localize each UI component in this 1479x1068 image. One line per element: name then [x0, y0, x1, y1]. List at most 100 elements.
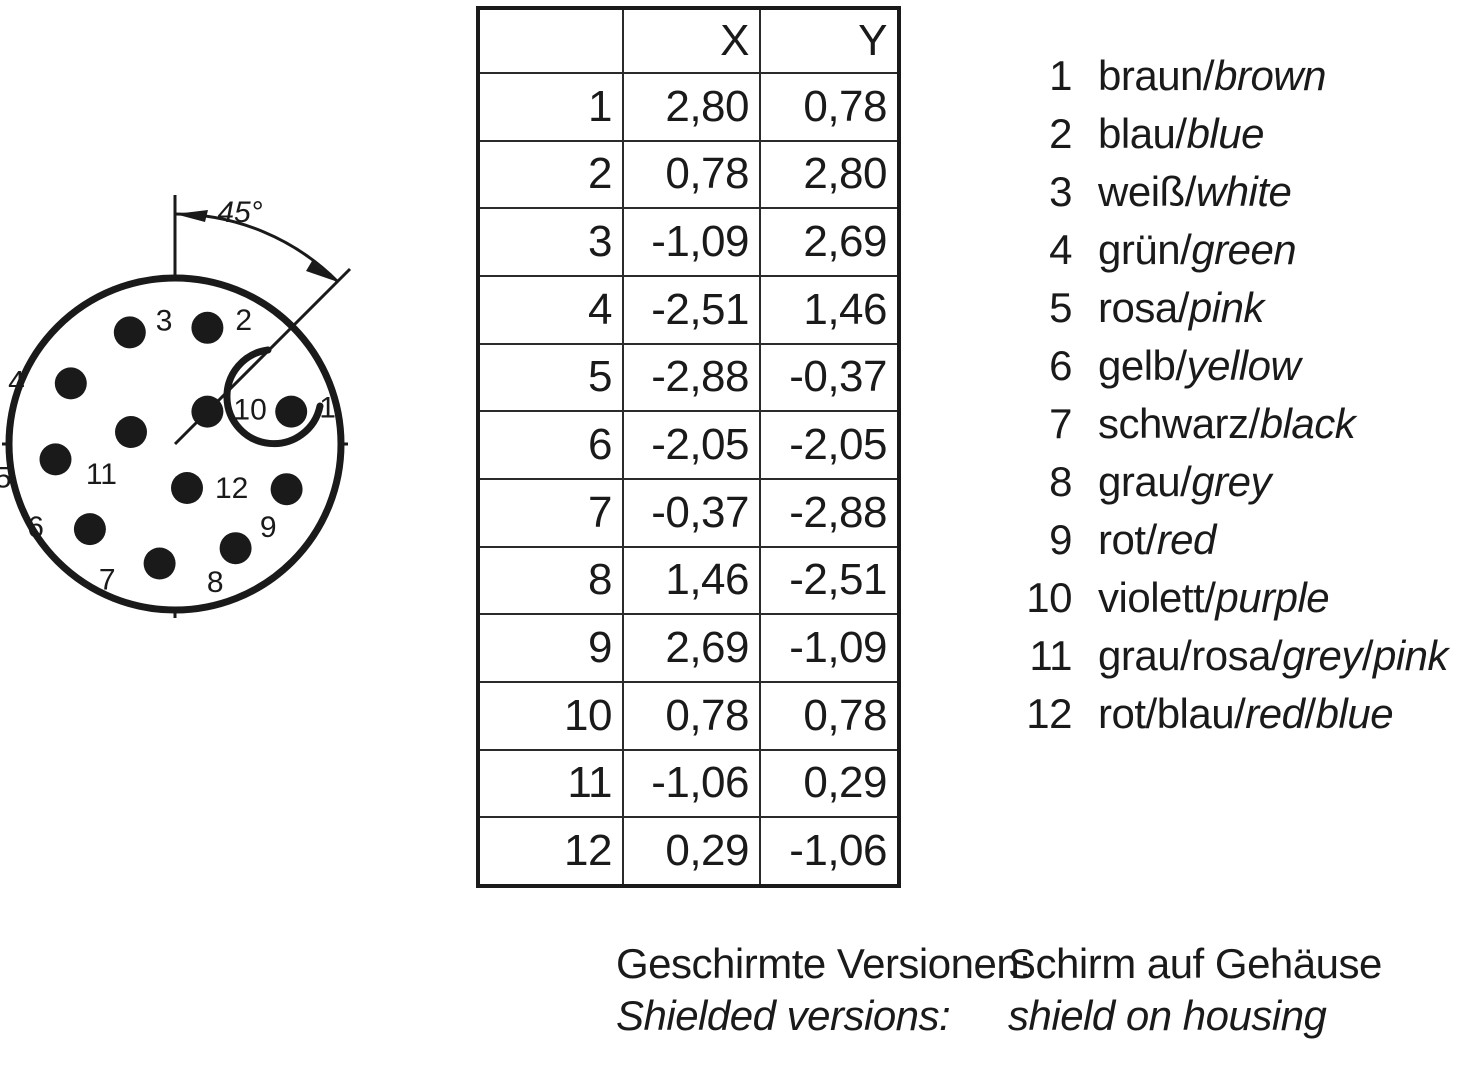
pin-label-5: 5: [0, 461, 12, 494]
cell-x-12: 0,29: [622, 816, 761, 887]
cell-x-11: -1,06: [622, 748, 761, 819]
pin-contact-1: [275, 395, 308, 428]
legend-number-4: 4: [1049, 226, 1072, 273]
cell-index-6: 6: [477, 410, 624, 480]
pin-contact-7: [143, 547, 176, 580]
shielding-note-en: Shielded versions: shield on housing: [616, 992, 1446, 1044]
pin-label-4: 4: [8, 365, 25, 398]
angle-label-45deg: 45°: [217, 196, 262, 229]
cell-y-6: -2,05: [759, 410, 900, 480]
legend-item-12: 12 rot/blau/red/blue: [1014, 690, 1479, 748]
coordinate-table-body: 1 2,80 0,78 2 0,78 2,80 3 -1,09 2,69 4 -2,51 1,46 5-…: [477, 72, 900, 887]
cell-index-9: 9: [477, 613, 624, 683]
pin-label-9: 9: [260, 511, 277, 544]
pin-label-7: 7: [99, 564, 116, 597]
table-row: 2 0,78 2,80: [477, 139, 900, 210]
pin-contact-11: [115, 416, 147, 448]
shielding-note-de: Geschirmte Versionen: Schirm auf Gehäuse: [616, 940, 1446, 992]
cell-y-4: 1,46: [759, 274, 900, 345]
table-row: 6 -2,05 -2,05: [477, 410, 900, 480]
table-row: 3 -1,09 2,69: [477, 207, 900, 277]
pin-contact-2: [191, 311, 224, 344]
pin-label-8: 8: [207, 566, 224, 599]
legend-color-4: grün/green: [1098, 226, 1297, 273]
coordinate-table-container: X Y 1 2,80 0,78 2 0,78 2,80 3 -1,09 2,69 4 -2,51 1,…: [476, 6, 901, 888]
pin-label-1: 1: [319, 392, 336, 425]
legend-item-4: 4 grün/green: [1014, 226, 1479, 284]
cell-index-10: 10: [477, 680, 624, 751]
table-header-row: X Y: [477, 7, 900, 74]
legend-number-11: 11: [1029, 632, 1072, 679]
cell-x-10: 0,78: [622, 680, 761, 751]
pin-label-12: 12: [215, 472, 248, 505]
legend-color-12: rot/blau/red/blue: [1098, 690, 1394, 737]
table-row: 12 0,29 -1,06: [477, 816, 900, 887]
pin-contact-12: [171, 472, 203, 504]
cell-index-5: 5: [477, 342, 624, 413]
cell-y-11: 0,29: [759, 748, 900, 819]
legend-item-8: 8 grau/grey: [1014, 458, 1479, 516]
table-row: 7 -0,37 -2,88: [477, 477, 900, 548]
legend-item-10: 10 violett/purple: [1014, 574, 1479, 632]
legend-number-9: 9: [1049, 516, 1072, 563]
legend-item-9: 9 rot/red: [1014, 516, 1479, 574]
pin-label-11: 11: [86, 458, 117, 491]
angle-arrow-start: [175, 210, 208, 222]
cell-y-1: 0,78: [759, 72, 900, 142]
table-row: 4 -2,51 1,46: [477, 274, 900, 345]
legend-number-10: 10: [1026, 574, 1072, 621]
cell-x-5: -2,88: [622, 342, 761, 413]
pin-label-10: 10: [233, 394, 266, 427]
cell-x-8: 1,46: [622, 545, 761, 616]
legend-number-12: 12: [1026, 690, 1072, 737]
cell-x-1: 2,80: [622, 72, 761, 142]
legend-color-9: rot/red: [1098, 516, 1216, 563]
connector-diagram: 45° 1 2 3 4 5 6 7 8 9 10 11 12: [0, 170, 400, 640]
pin-contact-9: [270, 473, 303, 506]
cell-index-2: 2: [477, 139, 624, 210]
pin-contact-6: [73, 513, 106, 546]
legend-color-8: grau/grey: [1098, 458, 1271, 505]
legend-item-11: 11 grau/rosa/grey/pink: [1014, 632, 1479, 690]
cell-y-7: -2,88: [759, 477, 900, 548]
legend-number-3: 3: [1049, 168, 1072, 215]
legend-color-11: grau/rosa/grey/pink: [1098, 632, 1449, 679]
cell-x-3: -1,09: [622, 207, 761, 277]
header-index: [477, 7, 624, 74]
cell-y-12: -1,06: [759, 816, 900, 887]
shielding-label-de: Geschirmte Versionen:: [616, 940, 1031, 987]
cell-y-5: -0,37: [759, 342, 900, 413]
legend-item-5: 5 rosa/pink: [1014, 284, 1479, 342]
cell-y-8: -2,51: [759, 545, 900, 616]
table-row: 10 0,78 0,78: [477, 680, 900, 751]
cell-index-8: 8: [477, 545, 624, 616]
cell-index-3: 3: [477, 207, 624, 277]
legend-item-1: 1 braun/brown: [1014, 52, 1479, 110]
cell-index-1: 1: [477, 72, 624, 142]
legend-number-2: 2: [1049, 110, 1072, 157]
cell-y-2: 2,80: [759, 139, 900, 210]
table-row: 11 -1,06 0,29: [477, 748, 900, 819]
cell-x-9: 2,69: [622, 613, 761, 683]
pin-contact-4: [54, 367, 87, 400]
legend-number-8: 8: [1049, 458, 1072, 505]
shielding-value-en: shield on housing: [1008, 992, 1327, 1039]
legend-color-7: schwarz/black: [1098, 400, 1356, 447]
table-row: 5 -2,88 -0,37: [477, 342, 900, 413]
cell-x-6: -2,05: [622, 410, 761, 480]
shielding-note: Geschirmte Versionen: Schirm auf Gehäuse…: [616, 940, 1446, 1044]
pin-label-2: 2: [235, 304, 252, 337]
cell-y-9: -1,09: [759, 613, 900, 683]
cell-x-4: -2,51: [622, 274, 761, 345]
cell-index-12: 12: [477, 816, 624, 887]
pin-contact-8: [219, 532, 252, 565]
pin-contact-5: [39, 443, 72, 476]
legend-item-3: 3 weiß/white: [1014, 168, 1479, 226]
pin-label-6: 6: [27, 511, 44, 544]
cell-index-7: 7: [477, 477, 624, 548]
table-row: 1 2,80 0,78: [477, 72, 900, 142]
coordinate-table: X Y 1 2,80 0,78 2 0,78 2,80 3 -1,09 2,69 4 -2,51 1,…: [476, 6, 901, 888]
legend-color-3: weiß/white: [1098, 168, 1292, 215]
legend-number-5: 5: [1049, 284, 1072, 331]
header-y: Y: [759, 7, 900, 74]
